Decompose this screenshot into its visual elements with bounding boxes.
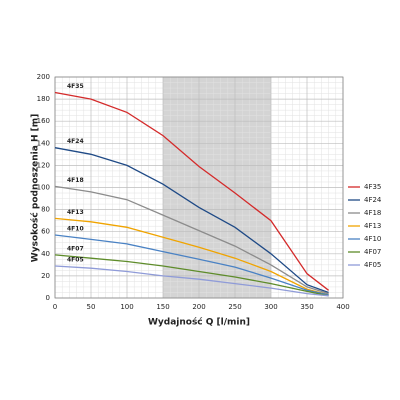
y-tick-label: 60	[41, 228, 50, 236]
curve-label: 4F05	[67, 256, 84, 263]
y-tick-label: 20	[41, 272, 50, 280]
legend-label: 4F10	[364, 235, 381, 243]
series-line	[54, 265, 329, 297]
legend-label: 4F35	[364, 183, 381, 191]
y-tick-label: 100	[37, 184, 50, 192]
x-tick-label: 400	[336, 303, 349, 311]
y-tick-label: 0	[46, 294, 50, 302]
y-tick-label: 200	[37, 73, 50, 81]
plot-frame	[54, 76, 344, 299]
y-tick-label: 160	[37, 117, 50, 125]
x-tick-label: 100	[120, 303, 133, 311]
series-line	[54, 185, 329, 295]
legend-label: 4F05	[364, 261, 381, 269]
legend-label: 4F18	[364, 209, 381, 217]
x-tick-label: 200	[192, 303, 205, 311]
y-tick-label: 80	[41, 206, 50, 214]
curve-label: 4F35	[67, 83, 84, 90]
curve-label: 4F24	[67, 138, 84, 145]
x-tick-label: 150	[156, 303, 169, 311]
series-line	[54, 91, 329, 291]
curve-label: 4F10	[67, 226, 84, 233]
legend-label: 4F24	[364, 196, 382, 204]
x-axis-title: Wydajność Q [l/min]	[148, 317, 250, 328]
series-line	[54, 217, 329, 296]
curve-label: 4F18	[67, 177, 84, 184]
series-line	[54, 254, 329, 297]
y-tick-label: 40	[41, 250, 50, 258]
y-tick-label: 140	[37, 139, 50, 147]
legend-label: 4F07	[364, 248, 381, 256]
curve-label: 4F13	[67, 209, 84, 216]
series-line	[54, 234, 329, 296]
x-tick-label: 50	[87, 303, 96, 311]
x-tick-label: 0	[53, 303, 57, 311]
legend-label: 4F13	[364, 222, 381, 230]
series-line	[54, 147, 329, 294]
x-tick-label: 350	[300, 303, 313, 311]
curve-label: 4F07	[67, 245, 84, 252]
x-tick-label: 300	[264, 303, 277, 311]
y-tick-label: 120	[37, 161, 50, 169]
y-axis-title: Wysokość podnoszenia H [m]	[30, 114, 41, 262]
x-tick-label: 250	[228, 303, 241, 311]
y-tick-label: 180	[37, 95, 50, 103]
